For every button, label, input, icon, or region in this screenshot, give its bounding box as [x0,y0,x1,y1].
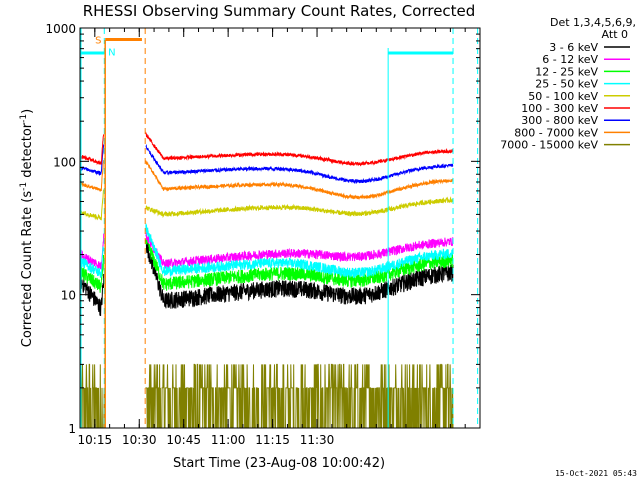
y-axis-label: Corrected Count Rate (s-1 detector-1) [19,109,35,347]
detectors-label: Det 1,3,4,5,6,9, [550,16,636,29]
legend-label-1: 6 - 12 keV [542,53,598,66]
attenuator-label: Att 0 [602,28,628,41]
night-label: N [108,47,115,58]
x-tick-label: 10:15 [78,433,113,447]
flag-overlays: SN [80,28,479,428]
series-line-2 [79,235,454,293]
legend-label-6: 300 - 800 keV [521,114,598,127]
series-line-0 [79,239,454,317]
series-line-7 [79,160,454,201]
series-line-3 [79,223,454,279]
footer-timestamp: 15-Oct-2021 05:43 [555,469,637,478]
legend-label-4: 50 - 100 keV [528,90,598,103]
legend-label-3: 25 - 50 keV [535,78,598,91]
x-tick-label: 10:30 [122,433,157,447]
series-line-6 [79,143,454,185]
y-tick-label: 10 [61,289,76,303]
x-tick-label: 11:15 [255,433,290,447]
saa-label: S [95,35,101,46]
chart-title: RHESSI Observing Summary Count Rates, Co… [83,2,476,20]
series-line-5 [79,131,454,167]
legend-label-7: 800 - 7000 keV [514,126,598,139]
plot-frame [79,27,481,429]
y-tick-label: 100 [53,155,76,169]
axes: 1 10 100 1000 10:15 10:30 10:45 11:00 11:15 11:30 [45,22,481,447]
legend-label-5: 100 - 300 keV [521,102,598,115]
legend-label-0: 3 - 6 keV [549,41,598,54]
x-tick-label: 11:30 [300,433,335,447]
legend-label-8: 7000 - 15000 keV [500,139,598,152]
series-layer [79,131,454,429]
x-tick-label: 10:45 [166,433,201,447]
legend-label-2: 12 - 25 keV [535,65,598,78]
y-tick-label: 1 [68,422,76,436]
x-axis-label: Start Time (23-Aug-08 10:00:42) [173,456,385,471]
x-tick-label: 11:00 [211,433,246,447]
y-tick-label: 1000 [45,22,76,36]
